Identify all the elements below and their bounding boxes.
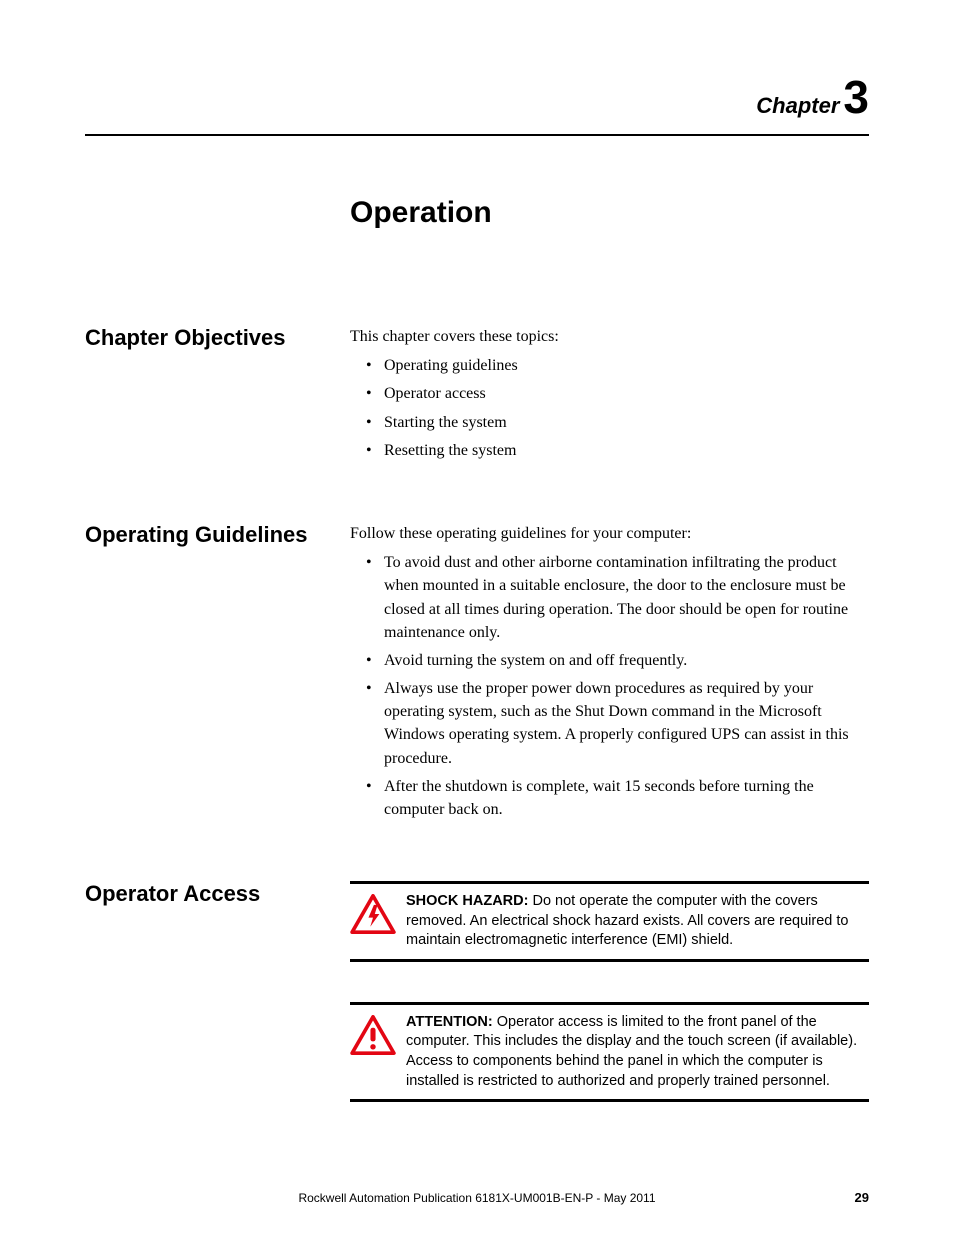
footer-page-number: 29 (829, 1190, 869, 1205)
shock-hazard-icon (350, 892, 406, 941)
list-item: Operator access (384, 382, 869, 405)
section-guidelines: Operating Guidelines Follow these operat… (85, 522, 869, 826)
section-body-guidelines: Follow these operating guidelines for yo… (350, 522, 869, 826)
page-footer: Rockwell Automation Publication 6181X-UM… (85, 1190, 869, 1205)
section-heading-guidelines: Operating Guidelines (85, 522, 350, 548)
section-body-objectives: This chapter covers these topics: Operat… (350, 325, 869, 467)
chapter-word: Chapter (756, 93, 839, 118)
section-objectives: Chapter Objectives This chapter covers t… (85, 325, 869, 467)
section-body-access: SHOCK HAZARD: Do not operate the compute… (350, 881, 869, 1102)
guidelines-list: To avoid dust and other airborne contami… (350, 551, 869, 821)
callout-label: SHOCK HAZARD: (406, 893, 528, 909)
chapter-header: Chapter3 (85, 70, 869, 124)
footer-publication: Rockwell Automation Publication 6181X-UM… (125, 1191, 829, 1205)
chapter-number: 3 (843, 71, 869, 123)
list-item: After the shutdown is complete, wait 15 … (384, 775, 869, 821)
list-item: To avoid dust and other airborne contami… (384, 551, 869, 644)
list-item: Resetting the system (384, 439, 869, 462)
list-item: Operating guidelines (384, 354, 869, 377)
guidelines-intro: Follow these operating guidelines for yo… (350, 522, 869, 545)
section-access: Operator Access SHOCK HAZARD: Do not ope… (85, 881, 869, 1102)
callout-label: ATTENTION: (406, 1014, 493, 1030)
objectives-intro: This chapter covers these topics: (350, 325, 869, 348)
page-title: Operation (350, 196, 869, 230)
section-heading-objectives: Chapter Objectives (85, 325, 350, 351)
attention-icon (350, 1013, 406, 1062)
list-item: Avoid turning the system on and off freq… (384, 649, 869, 672)
callout-text: SHOCK HAZARD: Do not operate the compute… (406, 892, 865, 951)
section-heading-access: Operator Access (85, 881, 350, 907)
callout-shock-hazard: SHOCK HAZARD: Do not operate the compute… (350, 881, 869, 962)
objectives-list: Operating guidelines Operator access Sta… (350, 354, 869, 462)
list-item: Starting the system (384, 411, 869, 434)
header-rule (85, 134, 869, 136)
list-item: Always use the proper power down procedu… (384, 677, 869, 770)
page-container: Chapter3 Operation Chapter Objectives Th… (0, 0, 954, 1102)
callout-attention: ATTENTION: Operator access is limited to… (350, 1002, 869, 1102)
callout-text: ATTENTION: Operator access is limited to… (406, 1013, 865, 1091)
